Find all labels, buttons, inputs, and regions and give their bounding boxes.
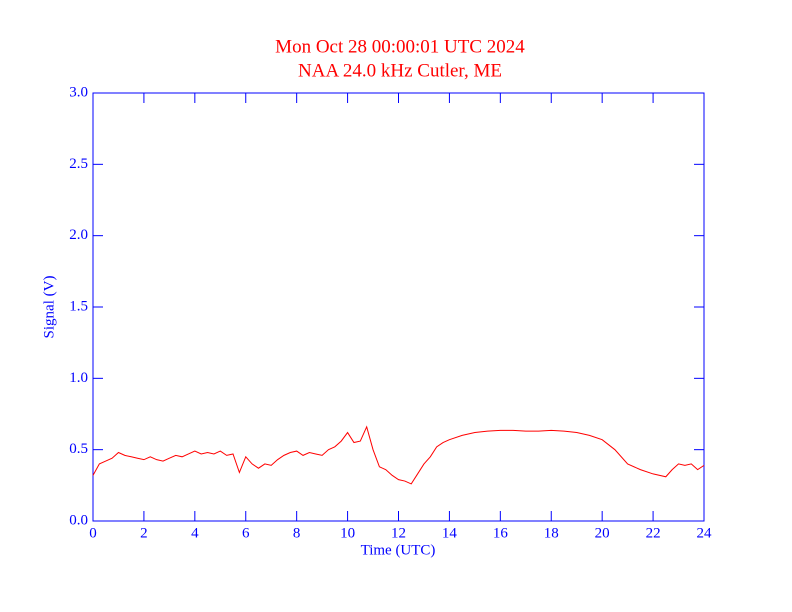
x-tick-label: 20	[595, 525, 610, 541]
x-tick-label: 8	[293, 525, 301, 541]
plot-frame	[92, 92, 705, 522]
chart-title: Mon Oct 28 00:00:01 UTC 2024	[275, 36, 525, 57]
x-tick-label: 2	[140, 525, 148, 541]
x-tick-label: 10	[340, 525, 355, 541]
y-tick-label: 1.0	[69, 370, 88, 386]
y-tick-label: 1.5	[69, 298, 88, 314]
x-axis-label: Time (UTC)	[361, 542, 436, 558]
y-tick-label: 2.5	[69, 156, 88, 172]
x-tick-label: 22	[646, 525, 661, 541]
y-axis-label: Signal (V)	[41, 276, 57, 339]
x-tick-label: 16	[493, 525, 509, 541]
y-tick-label: 0.0	[69, 512, 88, 528]
chart-subtitle: NAA 24.0 kHz Cutler, ME	[298, 60, 502, 81]
x-tick-label: 14	[442, 525, 458, 541]
y-tick-label: 0.5	[69, 441, 88, 457]
signal-line	[92, 425, 705, 485]
x-tick-label: 6	[242, 525, 250, 541]
x-tick-label: 12	[391, 525, 406, 541]
x-tick-label: 18	[544, 525, 559, 541]
x-tick-label: 0	[89, 525, 97, 541]
x-tick-label: 24	[697, 525, 713, 541]
y-tick-label: 2.0	[69, 227, 88, 243]
x-tick-label: 4	[191, 525, 199, 541]
y-tick-label: 3.0	[69, 84, 88, 100]
